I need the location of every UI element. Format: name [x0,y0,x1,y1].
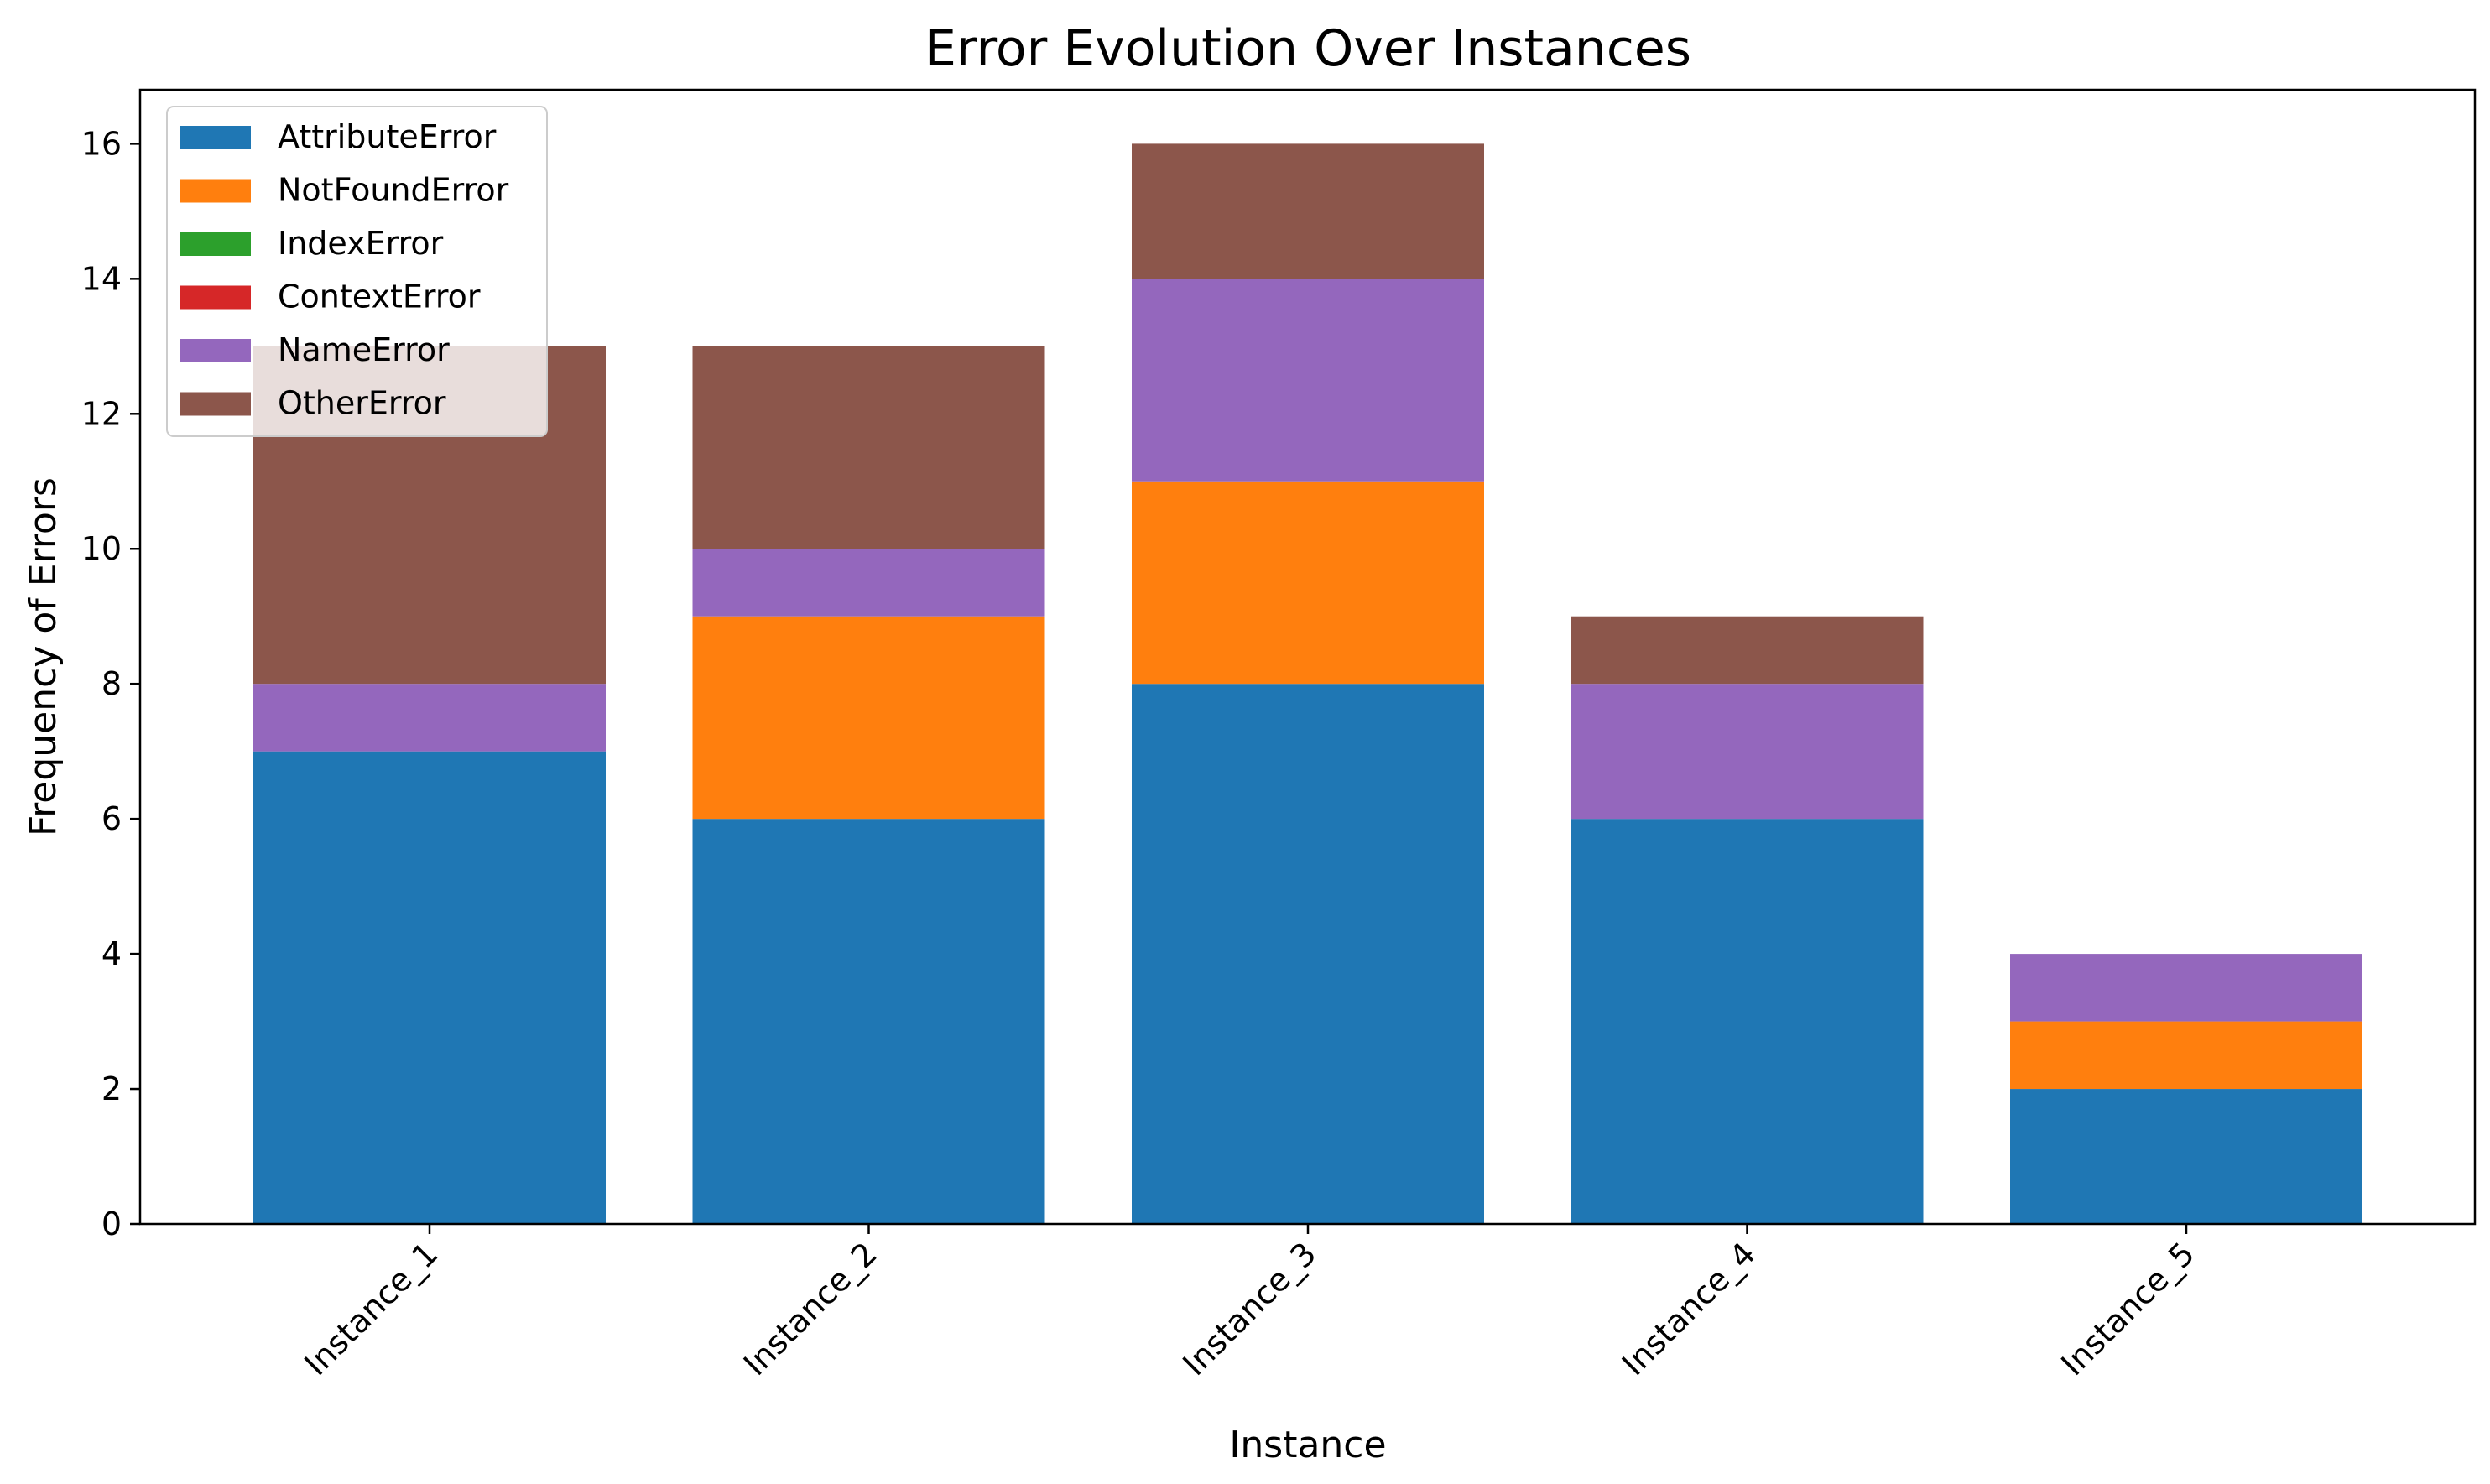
legend-swatch-NameError [180,339,251,362]
bar-AttributeError-Instance_2 [692,819,1045,1224]
y-tick-label: 10 [81,530,122,567]
bar-NotFoundError-Instance_3 [1132,481,1484,685]
bars-group [253,143,2362,1224]
bar-AttributeError-Instance_3 [1132,684,1484,1224]
y-tick-label: 0 [102,1205,122,1242]
legend-label-ContextError: ContextError [278,279,481,315]
bar-NotFoundError-Instance_2 [692,616,1045,820]
bar-NameError-Instance_3 [1132,279,1484,482]
bar-NameError-Instance_1 [253,684,606,752]
legend-swatch-IndexError [180,232,251,256]
legend: AttributeError NotFoundError IndexError Con… [166,106,548,437]
y-axis: 0 2 4 6 8 10 12 14 16 [81,125,140,1242]
legend-swatch-OtherError [180,392,251,416]
y-tick-label: 14 [81,260,122,297]
bar-OtherError-Instance_2 [692,346,1045,549]
legend-label-IndexError: IndexError [278,225,444,262]
legend-swatch-NotFoundError [180,179,251,203]
bar-AttributeError-Instance_5 [2010,1089,2362,1224]
legend-label-OtherError: OtherError [278,385,446,422]
chart-title: Error Evolution Over Instances [925,19,1691,78]
bar-NameError-Instance_5 [2010,954,2362,1022]
legend-label-NotFoundError: NotFoundError [278,172,509,209]
y-axis-label: Frequency of Errors [22,477,65,836]
legend-swatch-AttributeError [180,126,251,149]
legend-swatch-ContextError [180,285,251,310]
y-tick-label: 2 [102,1070,122,1107]
y-tick-label: 4 [102,935,122,972]
bar-AttributeError-Instance_1 [253,751,606,1224]
legend-box [166,106,548,437]
legend-label-AttributeError: AttributeError [278,118,497,155]
bar-AttributeError-Instance_4 [1571,819,1924,1224]
bar-OtherError-Instance_3 [1132,143,1484,279]
legend-label-NameError: NameError [278,331,450,368]
bar-NotFoundError-Instance_5 [2010,1021,2362,1090]
y-tick-label: 16 [81,125,122,162]
bar-NameError-Instance_2 [692,549,1045,617]
bar-NameError-Instance_4 [1571,684,1924,820]
x-axis-label: Instance [1229,1424,1386,1466]
y-tick-label: 6 [102,800,122,837]
y-tick-label: 8 [102,665,122,702]
bar-OtherError-Instance_4 [1571,616,1924,685]
y-tick-label: 12 [81,395,122,432]
